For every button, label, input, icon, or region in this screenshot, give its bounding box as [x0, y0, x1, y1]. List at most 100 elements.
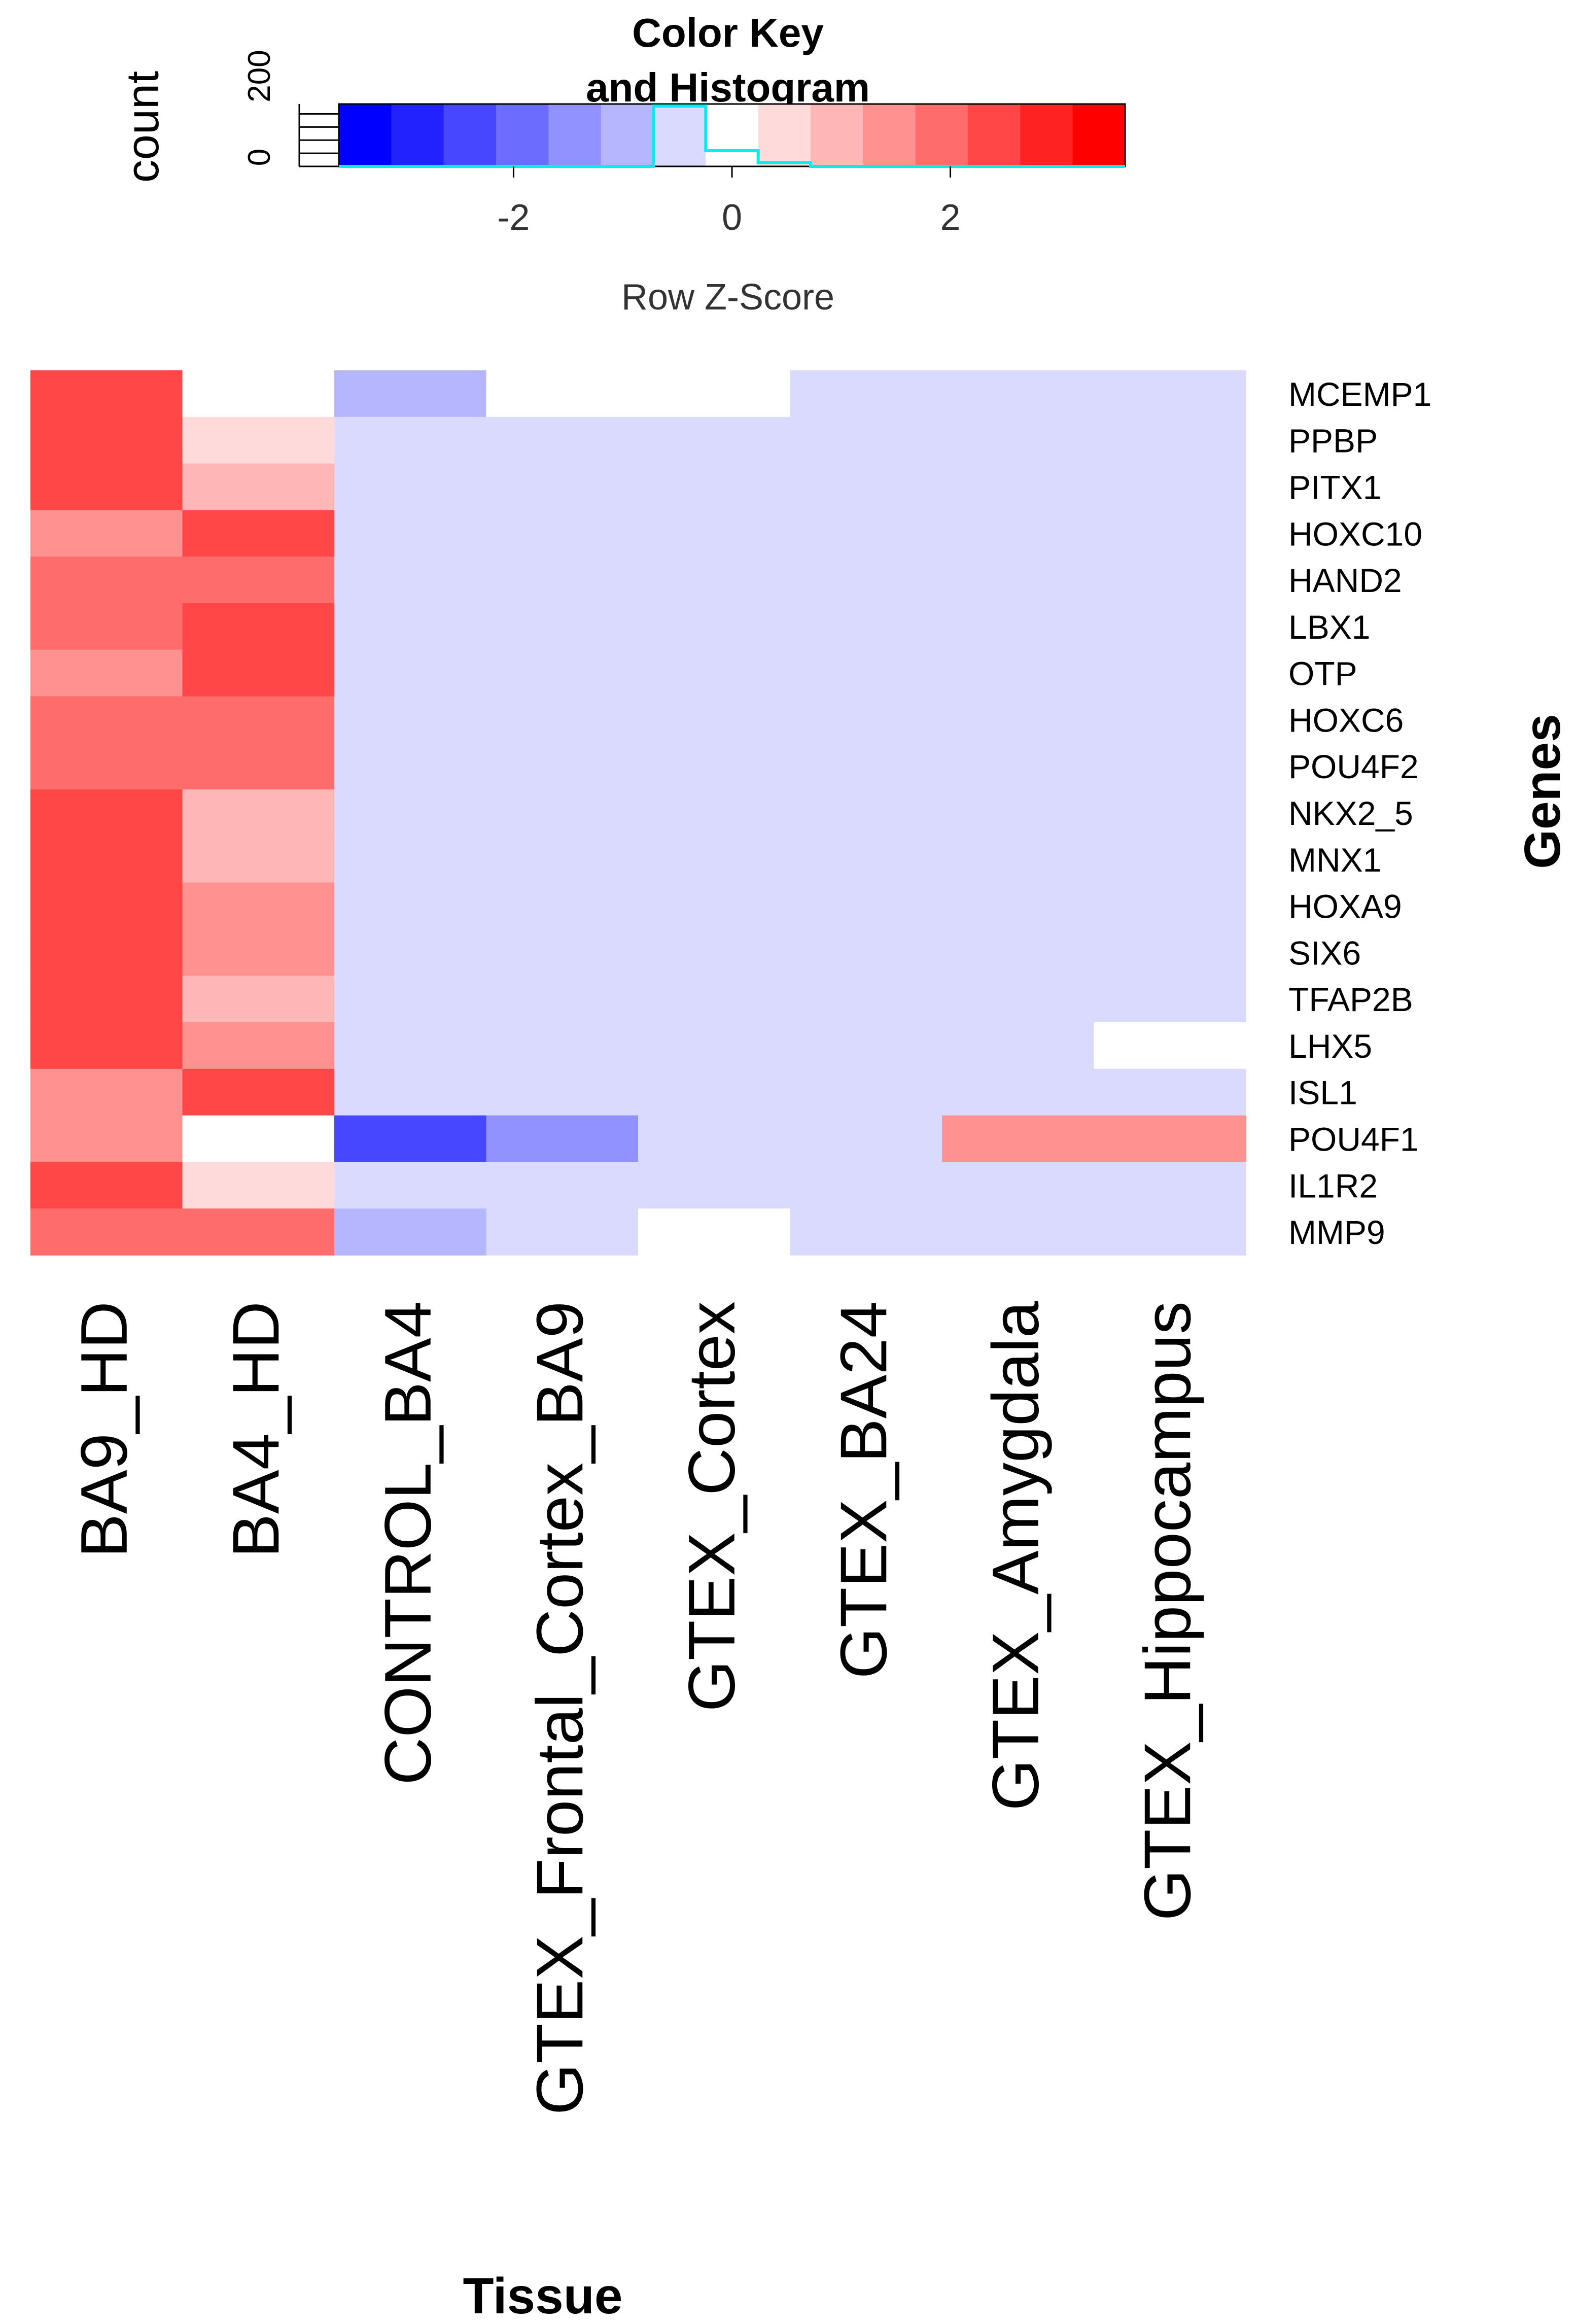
key-swatch	[706, 104, 759, 166]
heatmap-cell	[486, 743, 639, 790]
heatmap-cell	[1094, 882, 1246, 930]
row-label: PITX1	[1288, 468, 1381, 506]
row-label: HOXA9	[1288, 888, 1402, 925]
heatmap-cell	[30, 789, 183, 837]
heatmap-cell	[1094, 557, 1246, 604]
heatmap-cell	[942, 1068, 1095, 1116]
row-label: LHX5	[1288, 1027, 1372, 1065]
heatmap-cell	[30, 1115, 183, 1163]
heatmap-cell	[334, 1068, 487, 1116]
heatmap-cell	[182, 1115, 335, 1163]
heatmap-cell	[30, 510, 183, 557]
row-label: POU4F1	[1288, 1121, 1419, 1158]
heatmap-cell	[638, 882, 791, 930]
heatmap-cell	[182, 929, 335, 977]
key-x-tick-label: 2	[940, 197, 961, 238]
heatmap-cell	[1094, 463, 1246, 511]
heatmap-cell	[942, 882, 1095, 930]
heatmap-cell	[334, 882, 487, 930]
heatmap-cell	[1094, 929, 1246, 977]
heatmap-cell	[334, 1022, 487, 1069]
heatmap-cell	[790, 1162, 942, 1209]
heatmap-cell	[182, 1162, 335, 1209]
heatmap-cell	[1094, 1022, 1246, 1069]
heatmap-cell	[486, 696, 639, 744]
row-labels: MCEMP1 PPBP PITX1 HOXC10 HAND2 LBX1 OTP HOXC6 PO…	[1288, 375, 1431, 1251]
column-labels: BA9_HD BA4_HD CONTROL_BA4 GTEX_Frontal_Cort…	[67, 1301, 1205, 2115]
row-label: HOXC10	[1288, 515, 1422, 552]
heatmap-cell	[638, 557, 791, 604]
heatmap-cell	[30, 1208, 183, 1256]
heatmap-cell	[334, 789, 487, 837]
heatmap-cell	[30, 417, 183, 464]
heatmap-cell	[942, 370, 1095, 418]
heatmap-cell	[790, 789, 942, 837]
heatmap-cell	[790, 882, 942, 930]
heatmap-cell	[638, 370, 791, 418]
heatmap-cell	[638, 510, 791, 557]
column-label: CONTROL_BA4	[371, 1301, 445, 1785]
heatmap-cell	[182, 463, 335, 511]
heatmap-cell	[334, 929, 487, 977]
row-label: SIX6	[1288, 934, 1361, 972]
heatmap-cell	[334, 510, 487, 557]
heatmap-cell	[486, 1208, 639, 1256]
heatmap-cell	[486, 929, 639, 977]
heatmap-cell	[638, 1068, 791, 1116]
heatmap-cell	[1094, 649, 1246, 697]
column-label: GTEX_BA24	[826, 1301, 900, 1679]
heatmap-cell	[942, 463, 1095, 511]
heatmap-cell	[942, 603, 1095, 650]
heatmap-cell	[790, 510, 942, 557]
heatmap-cell	[182, 789, 335, 837]
heatmap-cell	[942, 1162, 1095, 1209]
heatmap-cell	[334, 743, 487, 790]
heatmap-cell	[1094, 696, 1246, 744]
heatmap-cell	[486, 603, 639, 650]
heatmap-cell	[942, 649, 1095, 697]
heatmap-cell	[486, 417, 639, 464]
column-label: BA4_HD	[219, 1301, 293, 1558]
heatmap-cell	[30, 557, 183, 604]
column-label: BA9_HD	[67, 1301, 141, 1558]
heatmap-cell	[486, 836, 639, 883]
heatmap-cell	[790, 370, 942, 418]
key-x-label: Row Z-Score	[621, 277, 834, 318]
row-label: OTP	[1288, 655, 1357, 692]
row-label: TFAP2B	[1288, 981, 1413, 1018]
row-label: LBX1	[1288, 608, 1370, 646]
row-label: HOXC6	[1288, 701, 1404, 739]
heatmap-cell	[1094, 510, 1246, 557]
heatmap-cell	[30, 1162, 183, 1209]
heatmap-cell	[790, 417, 942, 464]
key-swatch	[548, 104, 602, 166]
column-label: GTEX_Frontal_Cortex_BA9	[522, 1301, 597, 2115]
heatmap-cell	[334, 836, 487, 883]
heatmap-cell	[1094, 976, 1246, 1023]
key-swatch	[601, 104, 654, 166]
heatmap-cell	[30, 696, 183, 744]
heatmap-cell	[790, 463, 942, 511]
heatmap-cell	[942, 789, 1095, 837]
heatmap-cell	[486, 1115, 639, 1163]
row-label: PPBP	[1288, 422, 1378, 460]
heatmap-cell	[1094, 836, 1246, 883]
heatmap-cell	[182, 696, 335, 744]
heatmap-cell	[182, 1022, 335, 1069]
heatmap-cell	[790, 1068, 942, 1116]
heatmap-cell	[182, 976, 335, 1023]
heatmap-cell	[486, 976, 639, 1023]
key-swatch	[968, 104, 1021, 166]
row-label: POU4F2	[1288, 748, 1419, 785]
heatmap-cell	[942, 743, 1095, 790]
key-x-axis: -2 0 2	[497, 166, 961, 238]
heatmap-cell	[1094, 603, 1246, 650]
heatmap-cell	[182, 510, 335, 557]
key-swatch	[496, 104, 549, 166]
key-swatch	[1072, 104, 1126, 166]
heatmap-cell	[790, 1115, 942, 1163]
heatmap-cell	[30, 1068, 183, 1116]
row-label: MCEMP1	[1288, 375, 1431, 413]
heatmap-cell	[334, 1115, 487, 1163]
heatmap-cell	[942, 929, 1095, 977]
